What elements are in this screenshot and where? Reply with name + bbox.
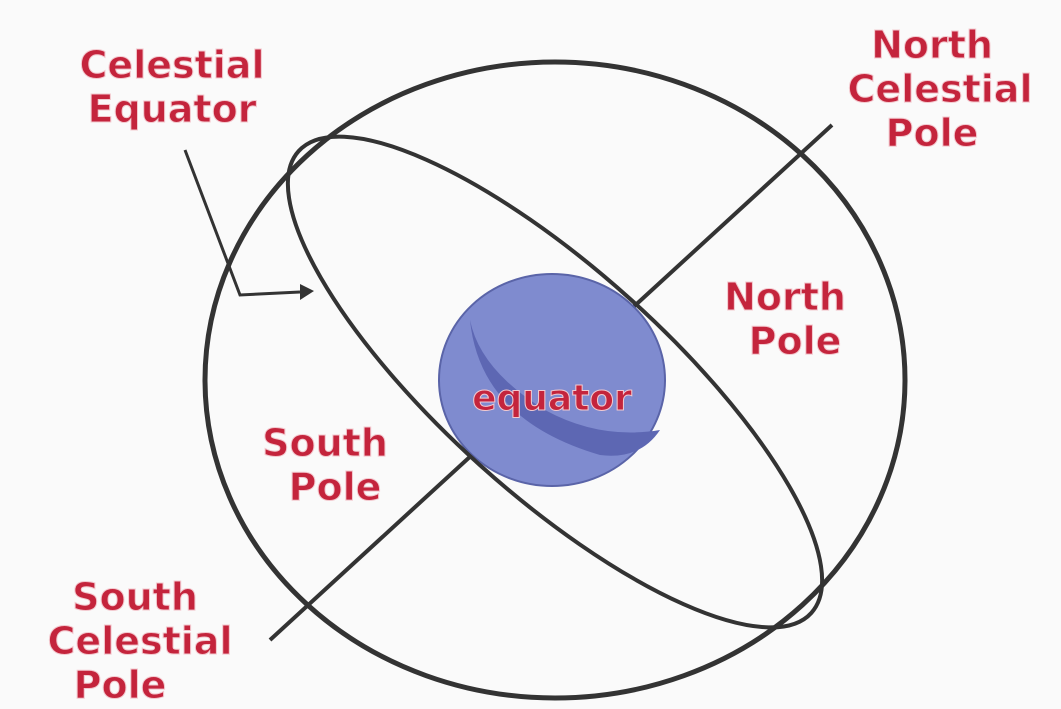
label-text: Celestial — [48, 619, 233, 663]
label-text: Pole — [74, 663, 167, 707]
label-text: Pole — [289, 465, 382, 509]
diagram: Celestial Equator North Celestial Pole N… — [0, 0, 1061, 709]
label-text: South — [72, 575, 198, 619]
label-text: Pole — [886, 111, 979, 155]
label-text: Equator — [88, 87, 257, 131]
label-text: South — [262, 421, 388, 465]
label-text: equator — [472, 378, 632, 419]
label-text: Celestial — [80, 43, 265, 87]
label-text: Celestial — [848, 67, 1033, 111]
label-text: North — [871, 23, 993, 67]
label-text: North — [724, 275, 846, 319]
label-text: Pole — [749, 319, 842, 363]
